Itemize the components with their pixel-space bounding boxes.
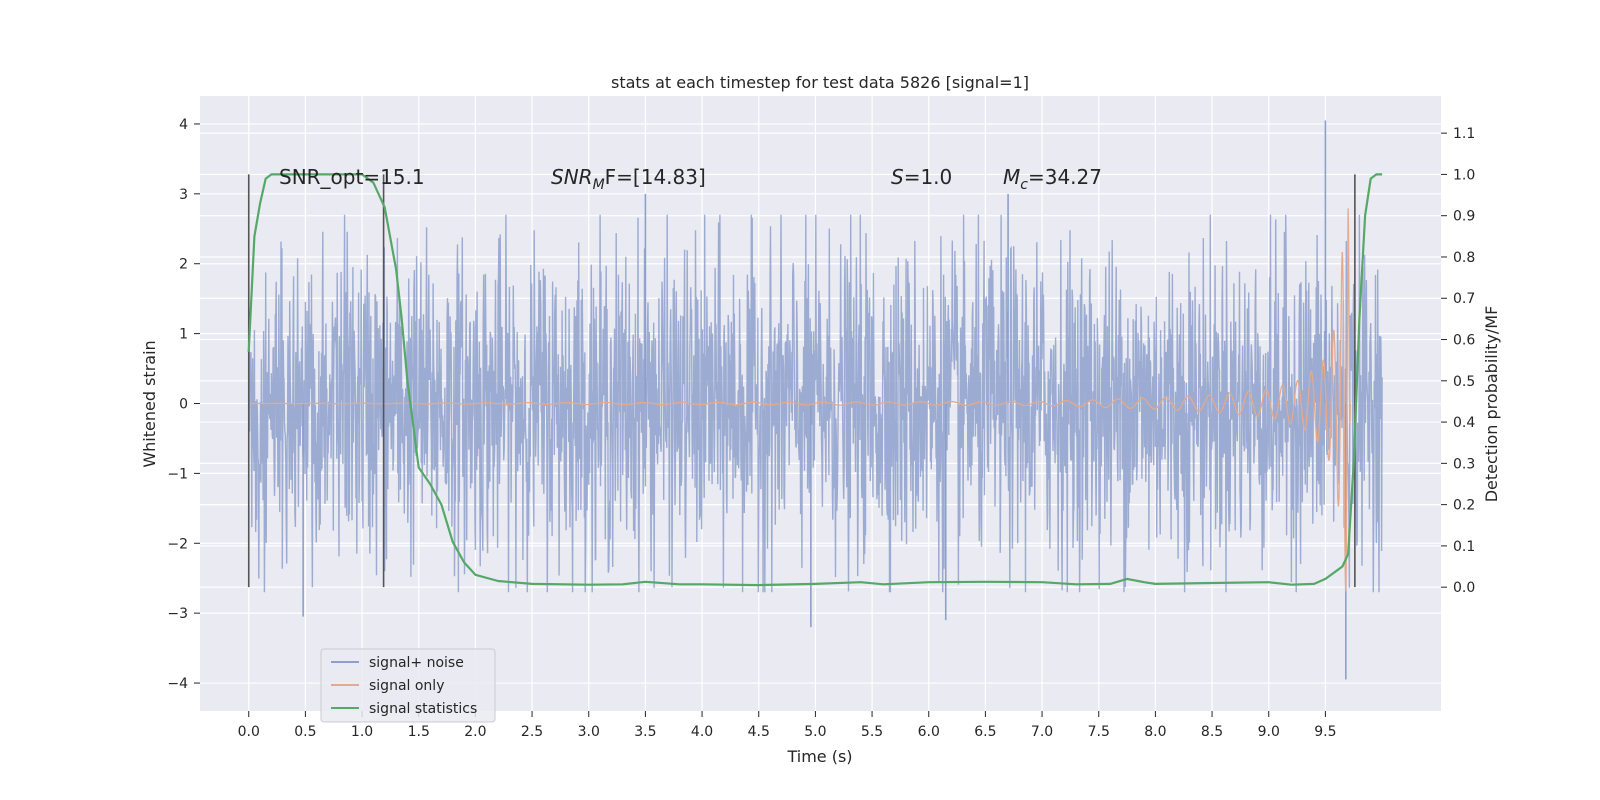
legend-label-signal-statistics: signal statistics bbox=[369, 701, 477, 717]
annotation-snr-mf: SNRMF=[14.83] bbox=[551, 165, 706, 193]
y-right-tick-label: 1.0 bbox=[1453, 167, 1475, 183]
legend: signal+ noise signal only signal statist… bbox=[320, 648, 496, 723]
annotation-snr-mf-value: F=[14.83] bbox=[605, 165, 706, 189]
annotation-mc-symbol: M bbox=[1003, 165, 1020, 189]
y-right-tick-label: 0.6 bbox=[1453, 333, 1475, 349]
y-axis-left-ticks: 4 3 2 1 0 −1 −2 −3 −4 bbox=[167, 117, 200, 692]
x-axis-ticks: 0.0 0.5 1.0 1.5 2.0 2.5 3.0 3.5 4.0 4.5 5.0 5.5 6.0 6… bbox=[238, 711, 1337, 740]
x-tick-label: 8.5 bbox=[1201, 724, 1223, 740]
x-tick-label: 5.0 bbox=[804, 724, 826, 740]
y-axis-label: Whitened strain bbox=[140, 340, 159, 467]
x-tick-label: 3.5 bbox=[634, 724, 656, 740]
series-line-signal-only bbox=[248, 208, 1351, 592]
x-tick-label: 2.5 bbox=[521, 724, 543, 740]
y-right-tick-label: 0.7 bbox=[1453, 291, 1475, 307]
x-tick-label: 5.5 bbox=[861, 724, 883, 740]
y-axis-right-label: Detection probability/MF bbox=[1482, 306, 1501, 503]
y-tick-label: −1 bbox=[167, 466, 188, 482]
x-tick-label: 7.0 bbox=[1031, 724, 1053, 740]
y-tick-label: 0 bbox=[179, 397, 188, 413]
y-tick-label: 3 bbox=[179, 187, 188, 203]
series-line-signal-plus-noise bbox=[248, 214, 1383, 593]
annotation-snr-mf-subscript: M bbox=[593, 177, 605, 193]
x-tick-label: 4.0 bbox=[691, 724, 713, 740]
y-right-tick-label: 0.2 bbox=[1453, 498, 1475, 514]
annotation-s-symbol: S bbox=[891, 165, 904, 189]
legend-box bbox=[320, 648, 496, 723]
y-tick-label: 4 bbox=[179, 117, 188, 133]
x-tick-label: 1.0 bbox=[351, 724, 373, 740]
x-tick-label: 9.5 bbox=[1314, 724, 1336, 740]
x-axis-label: Time (s) bbox=[786, 747, 852, 766]
y-right-tick-label: 0.8 bbox=[1453, 250, 1475, 266]
legend-label-signal-plus-noise: signal+ noise bbox=[369, 655, 464, 671]
annotation-snr-opt: SNR_opt=15.1 bbox=[279, 165, 425, 189]
annotation-snr-mf-symbol: SNR bbox=[551, 165, 593, 189]
y-right-tick-label: 0.1 bbox=[1453, 539, 1475, 555]
chart-title: stats at each timestep for test data 582… bbox=[611, 73, 1029, 92]
legend-label-signal-only: signal only bbox=[369, 678, 444, 694]
series-line-signal-statistics bbox=[247, 173, 1383, 587]
series-signal-only bbox=[248, 208, 1351, 592]
y-tick-label: −2 bbox=[167, 536, 188, 552]
x-tick-label: 9.0 bbox=[1258, 724, 1280, 740]
vertical-markers bbox=[247, 174, 1356, 588]
x-tick-label: 0.0 bbox=[238, 724, 260, 740]
y-tick-label: 1 bbox=[179, 327, 188, 343]
y-tick-label: −3 bbox=[167, 606, 188, 622]
x-tick-label: 8.0 bbox=[1144, 724, 1166, 740]
x-tick-label: 0.5 bbox=[294, 724, 316, 740]
y-right-tick-label: 0.4 bbox=[1453, 415, 1475, 431]
x-tick-label: 3.0 bbox=[578, 724, 600, 740]
y-tick-label: −4 bbox=[167, 676, 188, 692]
y-right-tick-label: 0.0 bbox=[1453, 580, 1475, 596]
series-signal-plus-noise bbox=[248, 120, 1383, 680]
y-axis-right-ticks: 1.1 1.0 0.9 0.8 0.7 0.6 0.5 0.4 0.3 0.2 0.1 0.0 bbox=[1441, 126, 1475, 596]
annotation-mc: Mc=34.27 bbox=[1003, 165, 1102, 193]
x-tick-label: 6.5 bbox=[974, 724, 996, 740]
annotation-s-value: =1.0 bbox=[904, 165, 953, 189]
y-right-tick-label: 1.1 bbox=[1453, 126, 1475, 142]
annotation-mc-subscript: c bbox=[1020, 177, 1028, 193]
x-tick-label: 7.5 bbox=[1088, 724, 1110, 740]
series-signal-statistics bbox=[247, 173, 1383, 587]
annotation-mc-value: =34.27 bbox=[1028, 165, 1102, 189]
y-right-tick-label: 0.3 bbox=[1453, 456, 1475, 472]
x-tick-label: 4.5 bbox=[748, 724, 770, 740]
x-tick-label: 2.0 bbox=[464, 724, 486, 740]
x-tick-label: 6.0 bbox=[918, 724, 940, 740]
y-tick-label: 2 bbox=[179, 257, 188, 273]
y-right-tick-label: 0.9 bbox=[1453, 209, 1475, 225]
y-right-tick-label: 0.5 bbox=[1453, 374, 1475, 390]
x-tick-label: 1.5 bbox=[408, 724, 430, 740]
annotation-s: S=1.0 bbox=[891, 165, 952, 189]
